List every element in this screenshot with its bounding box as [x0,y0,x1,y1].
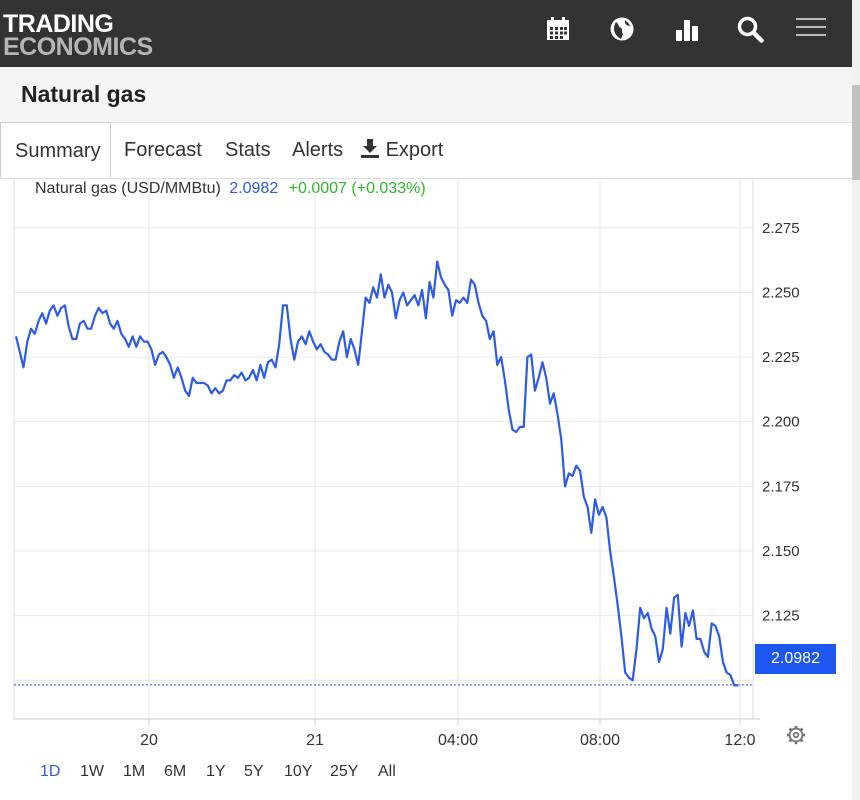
trading-economics-logo[interactable]: TRADING ECONOMICS [3,10,153,61]
download-icon [361,139,379,158]
y-tick-label: 2.200 [762,414,800,431]
series-line [14,260,738,687]
x-tick-label: 20 [140,732,158,749]
range-1d[interactable]: 1D [40,763,61,780]
y-tick-label: 2.225 [762,349,800,366]
title-bar: Natural gas [0,67,852,123]
y-tick-label: 2.250 [762,284,800,301]
calendar-icon[interactable] [544,15,572,43]
line-chart[interactable]: 2.275 2.250 2.225 2.200 2.175 2.150 2.125 20 21… [0,178,852,758]
page-scrollbar[interactable] [852,0,860,800]
page-title: Natural gas [21,81,147,107]
tab-export-label: Export [385,139,444,161]
range-5y[interactable]: 5Y [244,763,264,780]
bar-chart-icon[interactable] [673,15,701,43]
x-tick-label: 04:00 [438,732,478,749]
chart-current-value: 2.0982 [229,180,279,197]
logo-line-1: TRADING [3,10,114,38]
top-navigation-bar: TRADING ECONOMICS [0,0,852,67]
range-all[interactable]: All [378,763,396,780]
tab-export[interactable]: Export [360,122,443,178]
chart-change: +0.0007 (+0.033%) [288,180,426,197]
range-1y[interactable]: 1Y [206,763,226,780]
current-price-badge: 2.0982 [755,644,836,674]
tab-summary[interactable]: Summary [0,122,111,178]
tab-stats[interactable]: Stats [225,139,271,161]
x-tick-label: 08:00 [580,732,620,749]
x-tick-label: 21 [306,732,324,749]
scrollbar-thumb[interactable] [852,85,860,180]
chart-series-name: Natural gas (USD/MMBtu) [35,180,221,197]
search-icon[interactable] [736,15,764,43]
y-tick-label: 2.275 [762,220,800,237]
y-tick-label: 2.175 [762,478,800,495]
range-25y[interactable]: 25Y [330,763,359,780]
range-1w[interactable]: 1W [80,763,104,780]
price-chart-panel: Natural gas (USD/MMBtu) 2.0982 +0.0007 (… [0,178,852,800]
menu-icon[interactable] [795,15,827,43]
range-1m[interactable]: 1M [123,763,146,780]
logo-line-2: ECONOMICS [3,33,153,61]
y-tick-label: 2.125 [762,608,800,625]
y-tick-label: 2.150 [762,543,800,560]
range-6m[interactable]: 6M [164,763,187,780]
tab-alerts[interactable]: Alerts [292,139,344,161]
chart-header: Natural gas (USD/MMBtu) 2.0982 +0.0007 (… [35,180,426,198]
gear-icon[interactable] [785,724,807,746]
tab-bar: Summary Forecast Stats Alerts Export [0,122,852,179]
globe-icon[interactable] [608,15,636,43]
x-tick-label: 12:0 [724,732,755,749]
tab-forecast[interactable]: Forecast [124,139,202,161]
range-10y[interactable]: 10Y [284,763,313,780]
